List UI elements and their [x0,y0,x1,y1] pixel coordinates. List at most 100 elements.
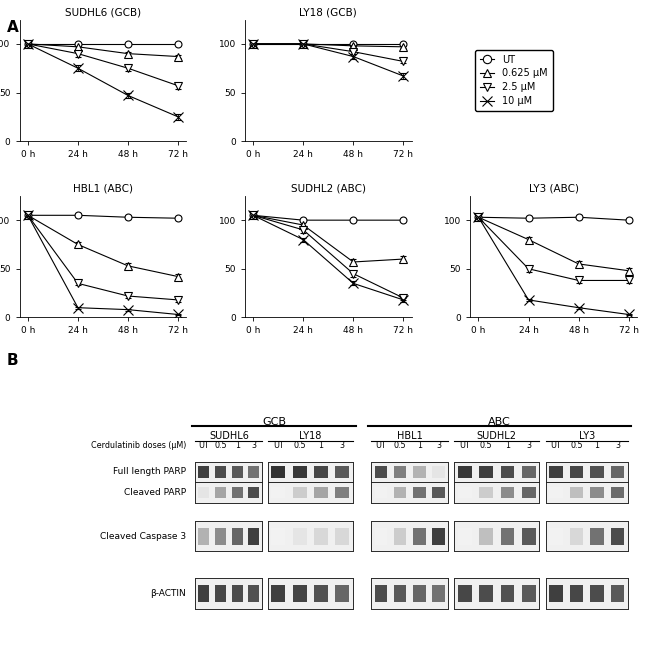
Bar [590,466,604,477]
Bar [292,487,307,498]
Bar [371,578,448,609]
Bar [454,521,540,551]
Bar [432,528,445,545]
Bar [522,528,536,545]
Text: A: A [6,20,18,35]
Bar [371,578,448,609]
Bar [549,466,562,477]
Text: 1: 1 [235,441,240,450]
Bar [215,466,226,477]
Bar [458,487,472,498]
Bar [292,585,307,602]
Text: 3: 3 [252,441,256,450]
Bar [570,528,583,545]
Bar [215,528,226,545]
Bar [268,483,353,503]
Bar [248,487,259,498]
Bar [570,487,583,498]
Bar [549,585,562,602]
Bar [413,466,426,477]
Bar [454,462,540,483]
Text: 1: 1 [505,441,510,450]
Text: 0.5: 0.5 [480,441,493,450]
Bar [196,483,262,503]
Bar [545,521,628,551]
Bar [314,487,328,498]
Bar [522,466,536,477]
Bar [611,585,624,602]
Bar [375,585,387,602]
Text: LY3: LY3 [578,430,595,441]
Bar [248,528,259,545]
Bar [272,528,285,545]
Text: Full length PARP: Full length PARP [113,468,187,477]
Bar [232,528,242,545]
Bar [292,528,307,545]
Bar [196,578,262,609]
Bar [570,466,583,477]
Bar [611,528,624,545]
Text: HBL1: HBL1 [397,430,422,441]
Bar [454,521,540,551]
Bar [268,462,353,483]
Text: SUDHL6: SUDHL6 [209,430,249,441]
Text: 3: 3 [340,441,344,450]
Bar [394,487,406,498]
Bar [413,585,426,602]
Bar [196,462,262,483]
Bar [454,578,540,609]
Bar [432,466,445,477]
Bar [232,585,242,602]
Bar [272,585,285,602]
Text: 3: 3 [526,441,531,450]
Bar [232,487,242,498]
Bar [232,466,242,477]
Bar [500,487,514,498]
Bar [479,585,493,602]
Bar [458,528,472,545]
Bar [454,483,540,503]
Text: ABC: ABC [488,417,511,426]
Bar [413,528,426,545]
Bar [545,462,628,483]
Bar [522,585,536,602]
Bar [590,487,604,498]
Bar [196,462,262,483]
Bar [371,462,448,483]
Bar [196,521,262,551]
Bar [590,585,604,602]
Bar [611,487,624,498]
Bar [479,487,493,498]
Text: Cerdulatinib doses (μM): Cerdulatinib doses (μM) [91,441,187,450]
Text: 0.5: 0.5 [394,441,406,450]
Bar [549,487,562,498]
Bar [570,585,583,602]
Bar [272,487,285,498]
Text: UT: UT [460,441,470,450]
Bar [314,466,328,477]
Bar [375,466,387,477]
Bar [268,521,353,551]
Text: 0.5: 0.5 [214,441,227,450]
Bar [479,466,493,477]
Bar [375,528,387,545]
Bar [479,528,493,545]
Bar [268,521,353,551]
Bar [394,466,406,477]
Bar [545,578,628,609]
Bar [268,578,353,609]
Bar [371,483,448,503]
Bar [500,585,514,602]
Text: GCB: GCB [262,417,286,426]
Bar [268,483,353,503]
Bar [454,462,540,483]
Text: 3: 3 [615,441,620,450]
Bar [198,487,209,498]
Bar [500,466,514,477]
Bar [371,483,448,503]
Title: LY18 (GCB): LY18 (GCB) [300,7,357,18]
Text: SUDHL2: SUDHL2 [477,430,517,441]
Text: 1: 1 [417,441,422,450]
Bar [458,585,472,602]
Bar [375,487,387,498]
